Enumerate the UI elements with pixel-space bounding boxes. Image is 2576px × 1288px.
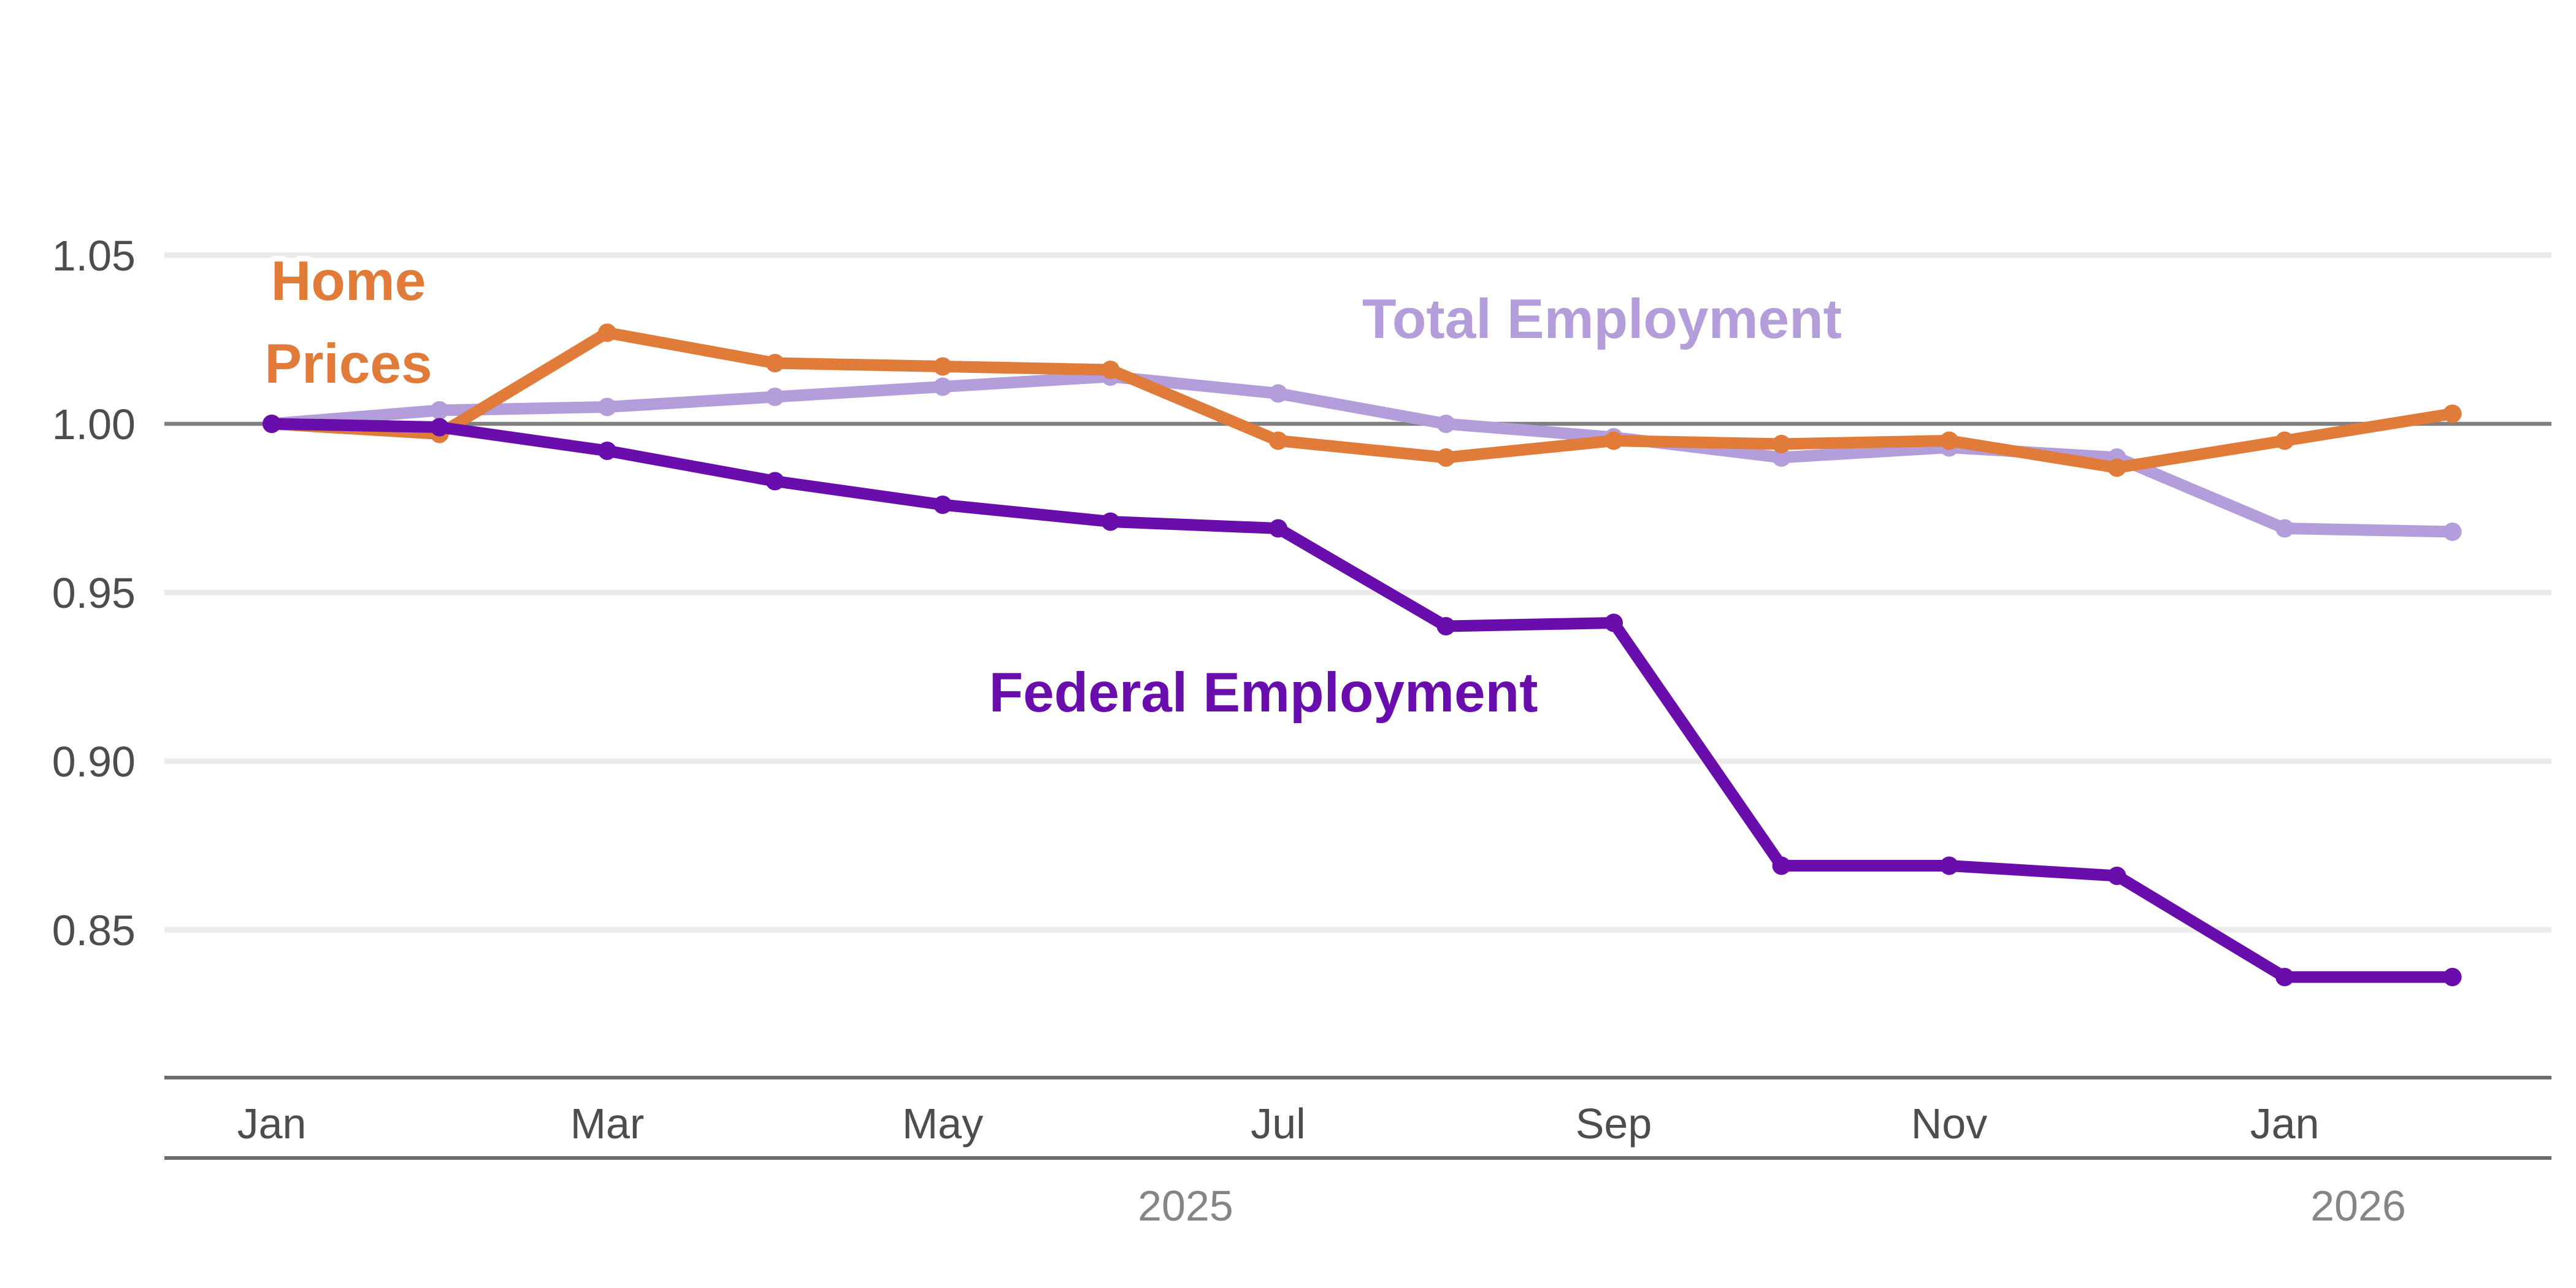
total-employment-line	[266, 370, 2458, 538]
home-prices-label-line: Prices	[264, 333, 432, 395]
home-prices-label: Home Prices	[264, 250, 432, 395]
y-tick-label: 0.85	[52, 907, 136, 954]
y-tick-label: 1.05	[52, 232, 136, 280]
year-label: 2025	[1138, 1182, 1233, 1230]
federal-employment-point	[2443, 968, 2462, 986]
home-prices-line	[266, 327, 2458, 473]
y-tick-label: 0.90	[52, 738, 136, 786]
total-employment-point	[2443, 523, 2462, 541]
home-prices-point	[1772, 435, 1791, 453]
federal-employment-line	[266, 418, 2458, 983]
federal-employment-point	[263, 415, 281, 433]
federal-employment-point	[1436, 617, 1455, 635]
federal-employment-label-line: Federal Employment	[989, 662, 1538, 724]
home-prices-label-line: Home	[271, 250, 426, 312]
federal-employment-point	[1604, 613, 1623, 632]
x-tick-label: May	[902, 1100, 983, 1148]
total-employment-point	[1436, 415, 1455, 433]
grid-layer	[164, 252, 2551, 933]
x-tick-label: Nov	[1911, 1100, 1987, 1148]
federal-employment-point	[1101, 512, 1120, 531]
federal-employment-point	[2275, 968, 2294, 986]
series-label-layer: Total Employment Home Prices Federal Employ…	[259, 245, 1842, 724]
total-employment-point	[598, 397, 616, 416]
federal-employment-point	[1269, 519, 1287, 538]
total-employment-point	[2275, 519, 2294, 538]
federal-employment-point	[765, 472, 784, 491]
home-prices-point	[2443, 404, 2462, 423]
home-prices-point	[765, 354, 784, 372]
year-label: 2026	[2310, 1182, 2406, 1230]
home-prices-point	[1101, 361, 1120, 379]
home-prices-point	[1269, 431, 1287, 450]
home-prices-point	[598, 323, 616, 342]
x-tick-label: Jul	[1251, 1100, 1305, 1148]
total-employment-label: Total Employment	[1362, 288, 1842, 350]
total-employment-point	[765, 388, 784, 406]
y-tick-label: 1.00	[52, 401, 136, 448]
federal-employment-point	[598, 442, 616, 460]
total-employment-point	[933, 377, 952, 396]
x-tick-label: Jan	[237, 1100, 307, 1148]
federal-employment-point	[1940, 856, 1958, 875]
x-tick-label: Jan	[2250, 1100, 2320, 1148]
federal-employment-point	[2107, 867, 2126, 885]
total-employment-label-line: Total Employment	[1362, 288, 1842, 350]
home-prices-point	[933, 357, 952, 376]
total-employment-point	[1772, 448, 1791, 467]
total-employment-point	[1269, 384, 1287, 403]
home-prices-point	[1940, 431, 1958, 450]
axis-layer: 1.05 1.00 0.95 0.90 0.85 Jan Mar May Jul Sep Nov Ja…	[52, 232, 2551, 1230]
series-layer	[263, 323, 2462, 986]
home-prices-point	[1436, 448, 1455, 467]
home-prices-point	[1604, 431, 1623, 450]
home-prices-point	[2275, 431, 2294, 450]
federal-employment-label: Federal Employment	[989, 662, 1538, 724]
federal-employment-point	[430, 418, 449, 437]
home-prices-point	[2107, 458, 2126, 477]
x-tick-label: Sep	[1576, 1100, 1652, 1148]
federal-employment-point	[1772, 856, 1791, 875]
federal-employment-point	[933, 496, 952, 514]
x-tick-label: Mar	[570, 1100, 645, 1148]
y-tick-label: 0.95	[52, 569, 136, 617]
series-federal-employment	[263, 415, 2462, 986]
total-employment-point	[430, 401, 449, 420]
